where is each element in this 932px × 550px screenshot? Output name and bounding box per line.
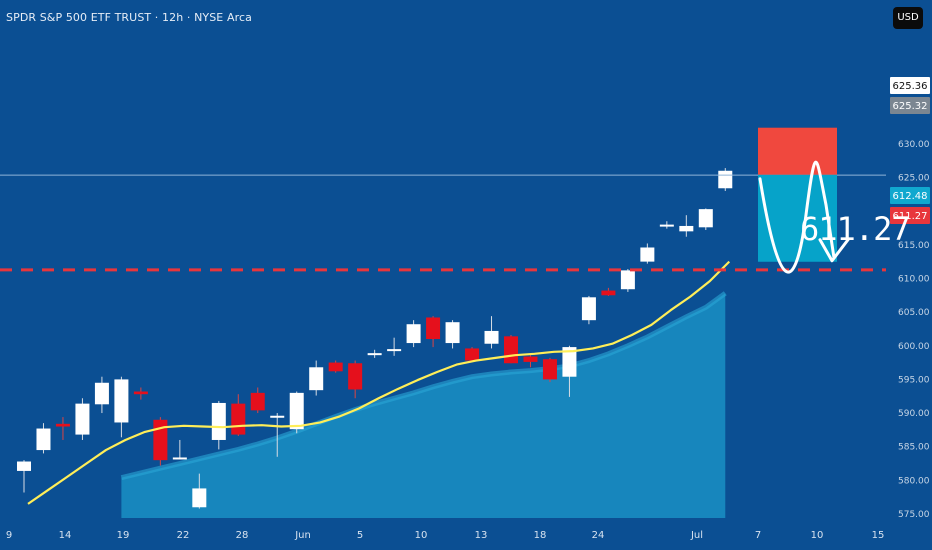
candle-up bbox=[406, 324, 421, 344]
candle-up bbox=[367, 353, 382, 356]
x-tick-label: 9 bbox=[6, 530, 12, 541]
area-fill bbox=[121, 293, 726, 518]
candle-up bbox=[581, 297, 596, 321]
price-tag-value: 611.27 bbox=[893, 211, 928, 222]
candle-up bbox=[17, 461, 31, 471]
candle-up bbox=[718, 170, 733, 189]
candle-down bbox=[153, 419, 168, 461]
y-tick-label: 610.00 bbox=[898, 274, 930, 284]
moving-average-series bbox=[27, 260, 731, 505]
stop-zone bbox=[758, 127, 837, 175]
price-tag-value: 612.48 bbox=[893, 191, 928, 202]
price-tag-bg bbox=[890, 207, 930, 224]
candle-up bbox=[484, 330, 499, 344]
candle-up bbox=[309, 367, 324, 391]
candle-up bbox=[75, 403, 90, 435]
x-tick-label: 19 bbox=[117, 530, 130, 541]
y-tick-label: 625.00 bbox=[898, 174, 930, 184]
moving-average-line bbox=[27, 260, 731, 505]
x-tick-label: 24 bbox=[592, 530, 605, 541]
price-tag-value: 625.32 bbox=[893, 101, 928, 112]
y-tick-label: 575.00 bbox=[898, 510, 930, 520]
price-tag: 612.48 bbox=[890, 187, 930, 204]
y-tick-label: 585.00 bbox=[898, 443, 930, 453]
x-tick-label: 14 bbox=[59, 530, 72, 541]
symbol-title[interactable]: SPDR S&P 500 ETF TRUST · 12h · NYSE Arca bbox=[6, 11, 252, 24]
y-tick-label: 580.00 bbox=[898, 476, 930, 486]
projection-arrowhead bbox=[818, 238, 850, 263]
candle-up bbox=[36, 428, 51, 451]
candle-down bbox=[133, 391, 148, 395]
candle-down bbox=[231, 403, 246, 435]
y-tick-label: 600.00 bbox=[898, 342, 930, 352]
x-tick-label: 5 bbox=[357, 530, 363, 541]
candle-down bbox=[465, 348, 480, 361]
candle-up bbox=[620, 270, 635, 290]
candle-up bbox=[562, 347, 577, 377]
price-tag: 611.27 bbox=[890, 207, 930, 224]
candle-up bbox=[211, 402, 226, 440]
y-tick-label: 615.00 bbox=[898, 241, 930, 251]
price-tag-bg bbox=[890, 187, 930, 204]
y-tick-label: 630.00 bbox=[898, 140, 930, 150]
candle-up bbox=[172, 457, 187, 460]
candle-down bbox=[250, 392, 265, 411]
candle-down bbox=[426, 317, 441, 340]
y-tick-label: 605.00 bbox=[898, 308, 930, 318]
candle-down bbox=[542, 359, 557, 380]
x-tick-label: 7 bbox=[755, 530, 761, 541]
currency-button[interactable]: USD bbox=[893, 7, 923, 29]
candle-up bbox=[698, 209, 713, 228]
area-series bbox=[120, 291, 727, 518]
price-tag: 625.32 bbox=[890, 97, 930, 114]
price-tags: 625.36 625.32 612.48 611.27 bbox=[890, 77, 930, 224]
x-tick-label: 18 bbox=[534, 530, 547, 541]
y-tick-label: 590.00 bbox=[898, 409, 930, 419]
candle-up bbox=[270, 415, 285, 418]
candle-up bbox=[640, 247, 655, 262]
projection-wave bbox=[758, 160, 836, 274]
price-tag: 625.36 bbox=[890, 77, 930, 94]
x-axis: 9 14 19 22 28 Jun 5 10 13 18 24 Jul 7 10 15 bbox=[6, 530, 885, 541]
level-lines bbox=[0, 174, 886, 272]
candle-down bbox=[601, 290, 616, 296]
candle-up bbox=[387, 349, 402, 352]
x-tick-label: Jul bbox=[690, 530, 703, 541]
candle-down bbox=[328, 362, 343, 372]
price-tag-bg bbox=[890, 97, 930, 114]
candle-up bbox=[679, 225, 694, 232]
area-outline bbox=[120, 291, 727, 481]
x-tick-label: 22 bbox=[177, 530, 190, 541]
x-tick-label: Jun bbox=[294, 530, 311, 541]
level-annotation: 611.27 bbox=[800, 210, 911, 248]
x-tick-label: 10 bbox=[415, 530, 428, 541]
x-tick-label: 15 bbox=[872, 530, 885, 541]
candle-down bbox=[55, 423, 70, 427]
candle-down bbox=[523, 356, 538, 362]
candle-up bbox=[445, 322, 460, 344]
candle-down bbox=[348, 363, 363, 390]
x-tick-label: 13 bbox=[475, 530, 488, 541]
candle-up bbox=[289, 392, 304, 430]
candle-up bbox=[94, 382, 109, 405]
candle-down bbox=[504, 336, 518, 364]
position-tool[interactable] bbox=[758, 127, 850, 274]
x-tick-label: 28 bbox=[236, 530, 249, 541]
x-tick-label: 10 bbox=[811, 530, 824, 541]
price-tag-value: 625.36 bbox=[893, 81, 928, 92]
candle-up bbox=[114, 379, 129, 423]
candle-up bbox=[192, 488, 207, 508]
candle-up bbox=[659, 224, 674, 227]
price-tag-bg bbox=[890, 77, 930, 94]
y-tick-label: 595.00 bbox=[898, 375, 930, 385]
